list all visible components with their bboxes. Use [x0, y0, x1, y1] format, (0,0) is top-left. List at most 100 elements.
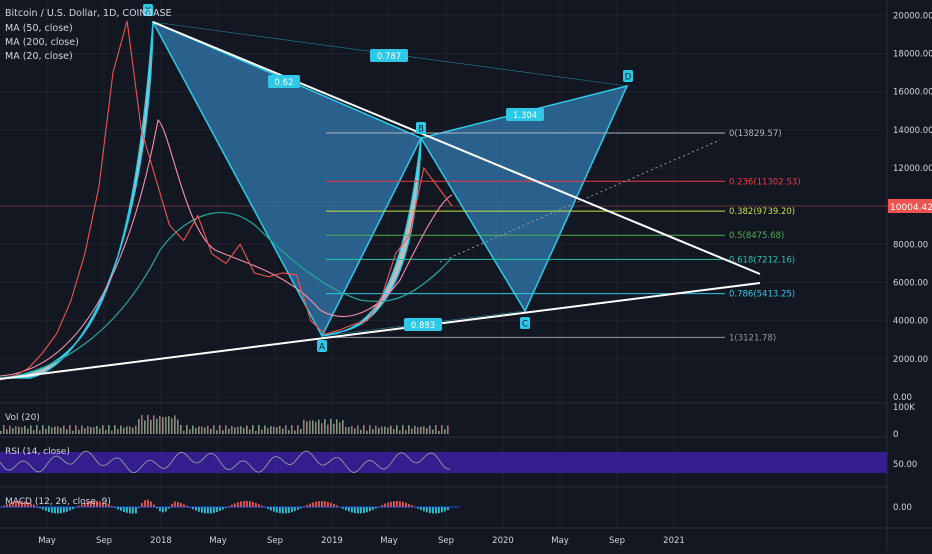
- time-axis[interactable]: May Sep 2018 May Sep 2019 May Sep 2020 May Sep 2021: [38, 536, 685, 546]
- vol-bar: [129, 426, 131, 434]
- y-tick-6: 12000.00: [893, 164, 932, 174]
- macd-bar: [288, 507, 290, 513]
- bubble-curve-left: [0, 21, 154, 379]
- vol-bar: [159, 415, 161, 434]
- vol-bar: [282, 428, 284, 434]
- macd-axis-0: 0.00: [893, 503, 912, 513]
- macd-bar: [354, 507, 356, 514]
- ratio-badge-0: 0.62: [275, 78, 294, 88]
- point-label-a: A: [319, 343, 325, 353]
- vol-bar: [306, 421, 308, 434]
- vol-bar: [12, 428, 14, 434]
- vol-bar: [36, 425, 38, 434]
- macd-bar: [342, 507, 344, 509]
- vol-bar: [135, 425, 137, 434]
- x-tick-0: May: [38, 536, 56, 546]
- vol-bar: [216, 430, 218, 434]
- x-tick-8: 2020: [492, 536, 514, 546]
- vol-bar: [291, 425, 293, 434]
- vol-bar: [231, 425, 233, 434]
- macd-bar: [270, 507, 272, 511]
- vol-bar: [432, 429, 434, 434]
- macd-bar: [156, 507, 158, 509]
- vol-bar: [255, 430, 257, 434]
- point-badge-d: [623, 70, 633, 82]
- vol-bar: [66, 429, 68, 434]
- ma50-legend[interactable]: MA (50, close): [5, 23, 73, 34]
- vol-bar: [357, 425, 359, 434]
- macd-bar: [102, 502, 104, 508]
- vol-bar: [84, 428, 86, 434]
- vol-bar: [219, 425, 221, 434]
- fibonacci-levels[interactable]: 0(13829.57) 0.236(11302.53) 0.382(9739.20)…: [326, 129, 801, 343]
- macd-bar: [441, 507, 443, 513]
- vol-bar: [243, 427, 245, 434]
- vol-bar: [174, 415, 176, 434]
- vol-bar: [441, 425, 443, 434]
- ma200-legend[interactable]: MA (200, close): [5, 37, 79, 48]
- macd-bar: [90, 501, 92, 508]
- vol-bar: [183, 430, 185, 434]
- macd-bar: [120, 507, 122, 511]
- macd-bar: [165, 507, 167, 512]
- macd-bar: [213, 507, 215, 513]
- macd-bar: [384, 503, 386, 508]
- vol-bar: [123, 427, 125, 434]
- vol-bar: [141, 415, 143, 434]
- fib-label-0: 0(13829.57): [729, 129, 782, 139]
- macd-bar: [432, 507, 434, 514]
- vol-bar: [237, 426, 239, 434]
- vol-bar: [420, 426, 422, 434]
- vol-bar: [381, 426, 383, 434]
- macd-bar: [39, 507, 41, 509]
- macd-bar: [267, 507, 269, 510]
- point-label-c: C: [522, 320, 528, 330]
- ma20-legend[interactable]: MA (20, close): [5, 51, 73, 62]
- macd-bar: [309, 503, 311, 508]
- macd-bar: [177, 502, 179, 508]
- macd-bar: [300, 507, 302, 509]
- vol-bar: [222, 430, 224, 434]
- macd-bar: [333, 503, 335, 508]
- macd-bar: [72, 507, 74, 510]
- pattern-points[interactable]: X A B C D: [143, 4, 633, 353]
- vol-bar: [165, 416, 167, 434]
- vol-bar: [48, 425, 50, 434]
- vol-axis-0: 0: [893, 430, 898, 440]
- vol-bar: [285, 425, 287, 434]
- vol-bar: [309, 420, 311, 434]
- macd-bar: [42, 507, 44, 510]
- macd-bar: [447, 507, 449, 511]
- vol-bar: [9, 425, 11, 434]
- vol-bar: [300, 428, 302, 434]
- vol-bar: [192, 425, 194, 434]
- macd-bar: [417, 507, 419, 509]
- vol-bar: [144, 420, 146, 434]
- vol-bar: [51, 427, 53, 434]
- trend-lines[interactable]: [0, 21, 761, 380]
- vol-bar: [39, 430, 41, 434]
- macd-bar: [69, 507, 71, 511]
- x-tick-2: 2018: [150, 536, 172, 546]
- macd-bar: [201, 507, 203, 513]
- macd-bar: [255, 502, 257, 508]
- macd-bar: [435, 507, 437, 514]
- vol-bar: [339, 422, 341, 434]
- vol-bar: [258, 425, 260, 434]
- vol-bar: [147, 415, 149, 434]
- vol-bar: [18, 426, 20, 434]
- fib-label-6: 1(3121.78): [729, 333, 776, 343]
- rsi-axis-50: 50.00: [893, 460, 917, 470]
- vol-bar: [213, 425, 215, 434]
- upper-trendline: [152, 21, 761, 275]
- vol-bar: [336, 419, 338, 434]
- macd-bar: [315, 501, 317, 508]
- vol-bar: [117, 429, 119, 434]
- vol-bar: [438, 430, 440, 434]
- macd-bar: [138, 507, 140, 508]
- macd-bar: [6, 504, 8, 508]
- vol-bar: [87, 426, 89, 434]
- vol-bar: [162, 417, 164, 434]
- vol-bar: [327, 424, 329, 434]
